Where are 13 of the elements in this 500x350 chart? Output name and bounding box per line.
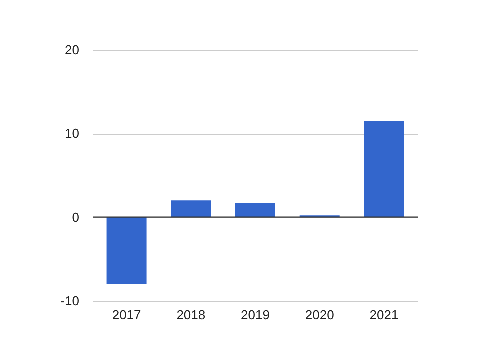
bar (236, 203, 276, 218)
y-tick-label: 0 (72, 210, 80, 225)
y-tick-label: 10 (65, 126, 80, 142)
y-tick-label: 20 (65, 42, 80, 58)
x-tick-label: 2018 (176, 308, 206, 322)
y-tick-label: -10 (60, 294, 80, 308)
x-tick-label: 2020 (305, 308, 334, 322)
x-tick-label: 2021 (370, 308, 399, 322)
bar (106, 217, 147, 284)
x-tick-label: 2017 (112, 308, 142, 322)
bar (171, 200, 212, 218)
bar (364, 121, 404, 218)
x-tick-label: 2019 (241, 308, 270, 322)
